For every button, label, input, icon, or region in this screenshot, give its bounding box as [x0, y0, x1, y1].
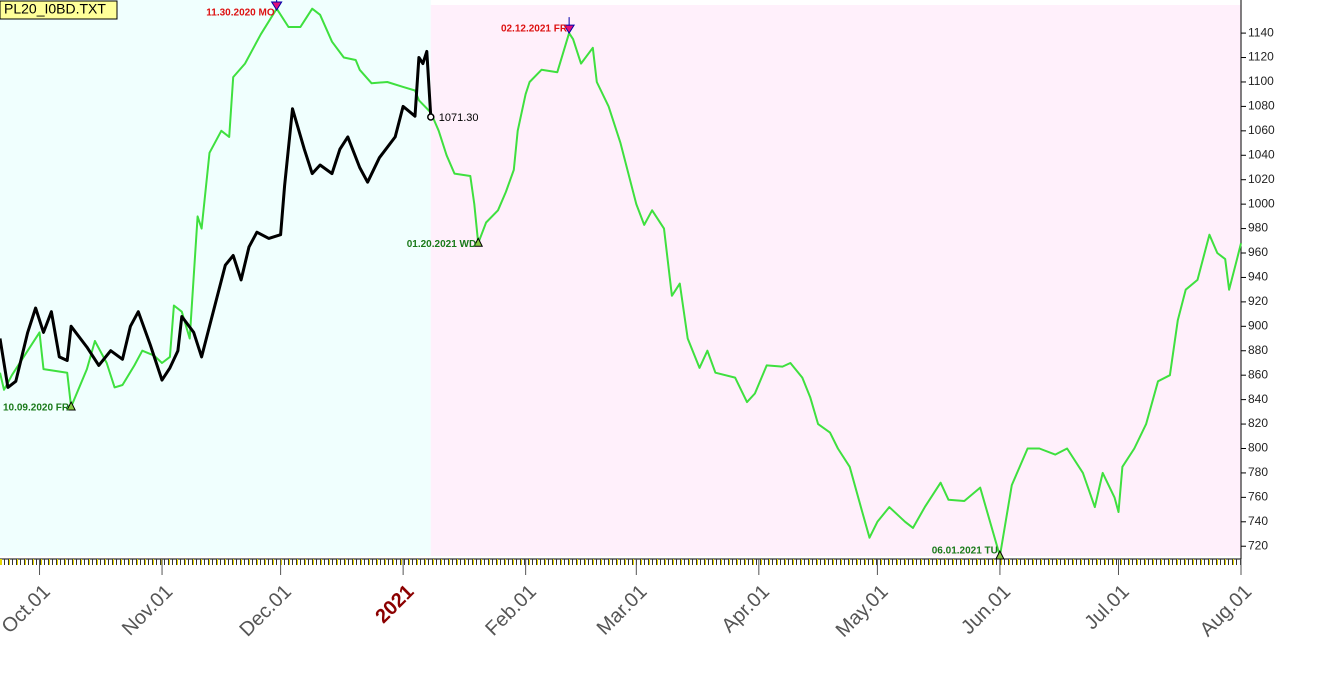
- low-marker: [995, 549, 1005, 560]
- x-tick-label: Oct.01: [0, 581, 55, 638]
- low-marker: [473, 237, 484, 247]
- high-label: 02.12.2021 FR: [501, 24, 568, 35]
- y-tick-label: 900: [1248, 318, 1268, 332]
- x-tick-label: Nov.01: [118, 581, 177, 640]
- x-tick-label: May.01: [832, 581, 893, 642]
- high-marker: [563, 17, 576, 35]
- y-tick-label: 1100: [1248, 74, 1274, 88]
- low-label: 01.20.2021 WD: [407, 239, 477, 250]
- y-tick-label: 980: [1248, 221, 1268, 235]
- x-tick-label: Feb.01: [481, 581, 541, 641]
- last-point: [427, 113, 435, 121]
- y-tick-label: 780: [1248, 465, 1268, 479]
- line-series: [0, 49, 433, 389]
- y-tick-label: 880: [1248, 343, 1268, 357]
- y-tick-label: 960: [1248, 245, 1268, 259]
- y-tick-label: 1080: [1248, 99, 1275, 113]
- y-tick-label: 760: [1248, 490, 1268, 504]
- low-label: 06.01.2021 TU: [932, 546, 998, 557]
- y-tick-label: 1020: [1248, 172, 1275, 186]
- title-box: [0, 0, 118, 20]
- x-tick-label: Aug.01: [1196, 581, 1256, 641]
- x-tick-label: Jul.01: [1080, 581, 1133, 634]
- x-tick-label: Dec.01: [236, 581, 296, 641]
- y-tick-label: 1120: [1248, 50, 1274, 64]
- x-tick-label: 2021: [371, 581, 418, 628]
- y-tick-label: 840: [1248, 392, 1268, 406]
- last-label: 1071.30: [439, 112, 479, 124]
- y-tick-label: 1040: [1248, 147, 1275, 161]
- y-tick-label: 720: [1248, 538, 1268, 552]
- y-tick-label: 740: [1248, 514, 1268, 528]
- line-series: [0, 7, 1242, 557]
- y-tick-label: 1060: [1248, 123, 1275, 137]
- high-label: 11.30.2020 MO: [206, 8, 275, 19]
- low-marker: [66, 400, 76, 411]
- x-tick-label: Apr.01: [718, 581, 774, 637]
- x-tick-label: Jun.01: [957, 581, 1015, 639]
- x-tick-label: Mar.01: [593, 581, 652, 640]
- history-region: [0, 0, 431, 556]
- y-tick-label: 920: [1248, 294, 1268, 308]
- high-marker: [270, 0, 283, 11]
- chart-title: PL20_I0BD.TXT: [4, 1, 106, 17]
- low-label: 10.09.2020 FR: [3, 403, 70, 414]
- y-tick-label: 820: [1248, 416, 1268, 430]
- y-tick-label: 800: [1248, 441, 1268, 455]
- y-tick-label: 1000: [1248, 196, 1275, 210]
- y-tick-label: 860: [1248, 367, 1268, 381]
- forecast-region: [430, 5, 1242, 556]
- y-tick-label: 1140: [1248, 25, 1274, 39]
- y-tick-label: 940: [1248, 270, 1268, 284]
